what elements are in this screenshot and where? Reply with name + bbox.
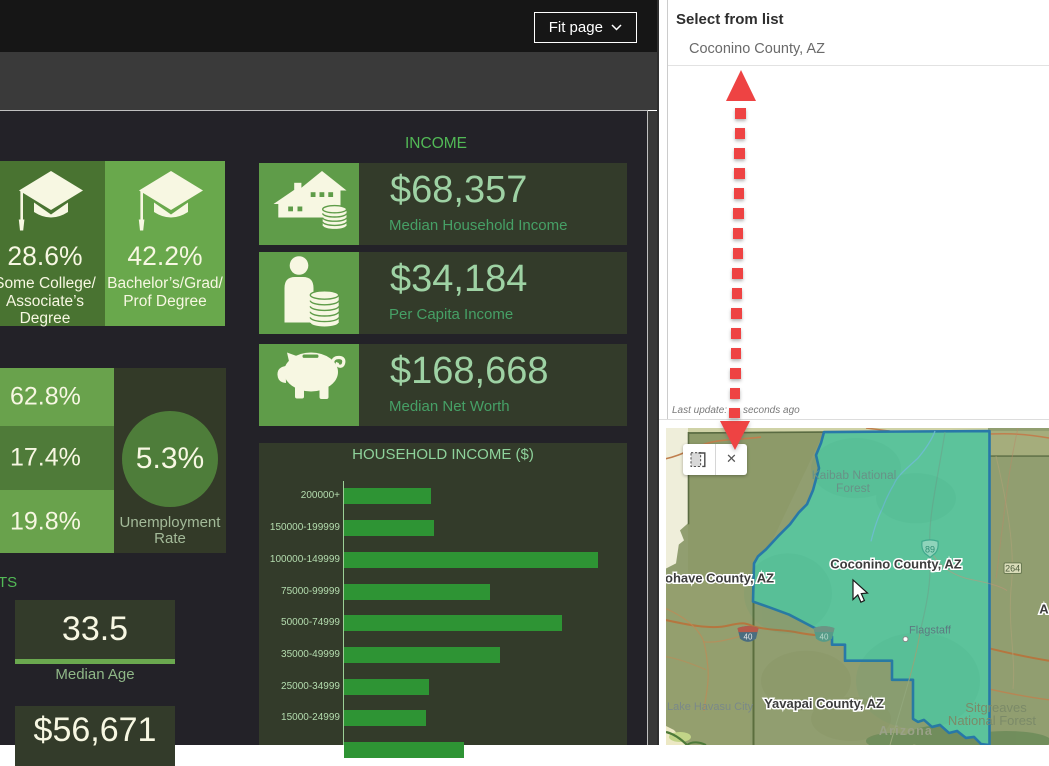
svg-text:89: 89 xyxy=(925,544,935,554)
svg-text:Flagstaff: Flagstaff xyxy=(909,625,952,637)
svg-text:Lake Havasu City: Lake Havasu City xyxy=(667,701,754,713)
svg-text:Kaibab National: Kaibab National xyxy=(812,468,897,482)
svg-text:40: 40 xyxy=(820,633,829,642)
svg-text:Coconino County, AZ: Coconino County, AZ xyxy=(830,556,961,571)
svg-text:Arizona: Arizona xyxy=(879,724,933,738)
svg-text:Sitgreaves: Sitgreaves xyxy=(965,700,1027,715)
svg-text:Forest: Forest xyxy=(836,481,871,495)
svg-text:A: A xyxy=(1039,602,1049,617)
svg-text:264: 264 xyxy=(1005,563,1020,573)
svg-text:National Forest: National Forest xyxy=(948,713,1036,728)
svg-text:ohave County, AZ: ohave County, AZ xyxy=(666,570,774,585)
svg-text:Yavapai County, AZ: Yavapai County, AZ xyxy=(764,696,884,711)
svg-text:40: 40 xyxy=(744,633,753,642)
